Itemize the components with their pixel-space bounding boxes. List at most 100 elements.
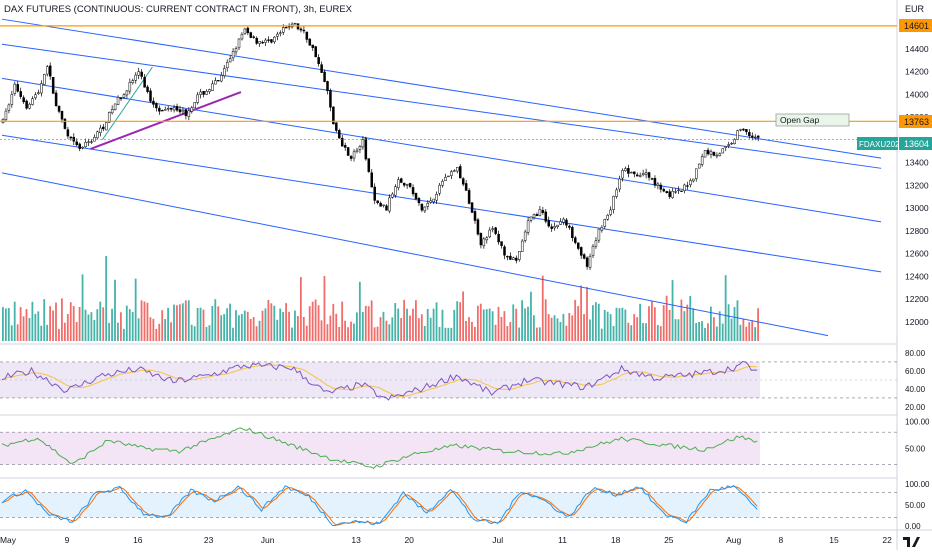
candle-body [90, 141, 93, 143]
candle-body [196, 94, 199, 103]
candle-body [187, 110, 191, 117]
volume-bar [574, 299, 577, 341]
candle-body [397, 179, 400, 188]
volume-bar [176, 305, 178, 341]
candle-body [754, 136, 757, 139]
price-tag-upper-text: 14601 [904, 21, 929, 31]
volume-bar [75, 321, 78, 341]
candle-body [54, 92, 58, 107]
candle-body [689, 180, 692, 186]
horizontal-levels [0, 25, 897, 140]
channel-line [1, 134, 882, 273]
volume-bar [409, 315, 411, 341]
volume-bar [438, 326, 441, 341]
candle-body [683, 184, 686, 191]
candle-body [553, 226, 556, 229]
open-gap-annotation[interactable]: Open Gap [775, 113, 850, 127]
candle-body [633, 171, 636, 175]
candle-body [535, 214, 539, 217]
volume-bar [161, 310, 164, 341]
candle-body [237, 38, 241, 49]
candle-body [742, 128, 745, 131]
last-price-text: 13604 [904, 139, 929, 149]
volume-bar [648, 306, 650, 341]
candle-body [400, 178, 403, 183]
volume-bar [52, 310, 54, 341]
candle-body [373, 186, 376, 201]
candle-body [60, 110, 64, 120]
candle-body [597, 228, 601, 241]
candle-body [75, 141, 78, 146]
volume-bar [600, 328, 603, 341]
time-tick-label: 18 [611, 535, 621, 545]
volume-bar [630, 325, 633, 341]
time-tick-label: 15 [829, 535, 839, 545]
candle-body [352, 151, 356, 159]
volume-bar [488, 308, 491, 341]
volume-bar [385, 320, 388, 341]
candle-body [240, 34, 244, 40]
volume-bar [733, 307, 736, 341]
volume-bar [246, 311, 249, 341]
volume-bar [500, 316, 503, 341]
volume-bar [506, 326, 509, 341]
candle-body [429, 200, 432, 203]
candle-body [641, 173, 645, 176]
volume-bar [344, 320, 346, 341]
candle-body [149, 90, 152, 102]
candle-body [376, 200, 379, 204]
volume-bar [730, 318, 733, 341]
candle-body [662, 189, 666, 192]
candle-body [169, 107, 173, 110]
volume-bar [636, 317, 639, 341]
volume-bar [441, 309, 444, 341]
volume-bar [707, 323, 709, 341]
volume-bar [270, 303, 273, 341]
volume-bar [745, 326, 748, 341]
candle-body [447, 175, 450, 178]
candle-body [172, 107, 176, 111]
volume-bar [10, 325, 13, 341]
volume-bar [232, 327, 234, 341]
time-tick-label: Jun [261, 535, 275, 545]
candle-body [697, 163, 701, 169]
volume-bar [120, 312, 122, 341]
candle-body [382, 204, 385, 206]
volume-bar [143, 301, 146, 341]
price-tick-label: 13000 [905, 203, 929, 213]
candle-body [665, 191, 668, 194]
volume-bar [494, 324, 497, 341]
candle-body [66, 129, 70, 137]
volume-bar [279, 308, 282, 341]
volume-bar [22, 316, 25, 341]
candle-body [25, 100, 28, 109]
volume-bar [556, 318, 559, 341]
candle-body [258, 41, 261, 44]
candle-body [99, 127, 102, 133]
candle-body [624, 168, 627, 171]
volume-bar [394, 303, 397, 341]
volume-bar [353, 323, 355, 341]
volume-bar [238, 315, 240, 341]
volume-bar [190, 324, 193, 341]
candle-body [692, 178, 695, 182]
volume-bar [294, 310, 296, 341]
price-tag-14601: 14601 [899, 19, 932, 32]
candle-body [730, 142, 733, 145]
channel-line [1, 77, 882, 223]
candle-body [146, 86, 149, 92]
candle-body [715, 154, 719, 157]
time-tick-label: 16 [133, 535, 143, 545]
candle-body [166, 108, 170, 110]
candle-body [78, 143, 81, 149]
candle-body [22, 97, 25, 103]
volume-bar [125, 305, 128, 341]
candle-body [249, 32, 253, 38]
volume-bar [323, 276, 326, 341]
volume-bar [642, 323, 644, 341]
candle-body [152, 100, 155, 105]
candle-body [110, 109, 114, 114]
